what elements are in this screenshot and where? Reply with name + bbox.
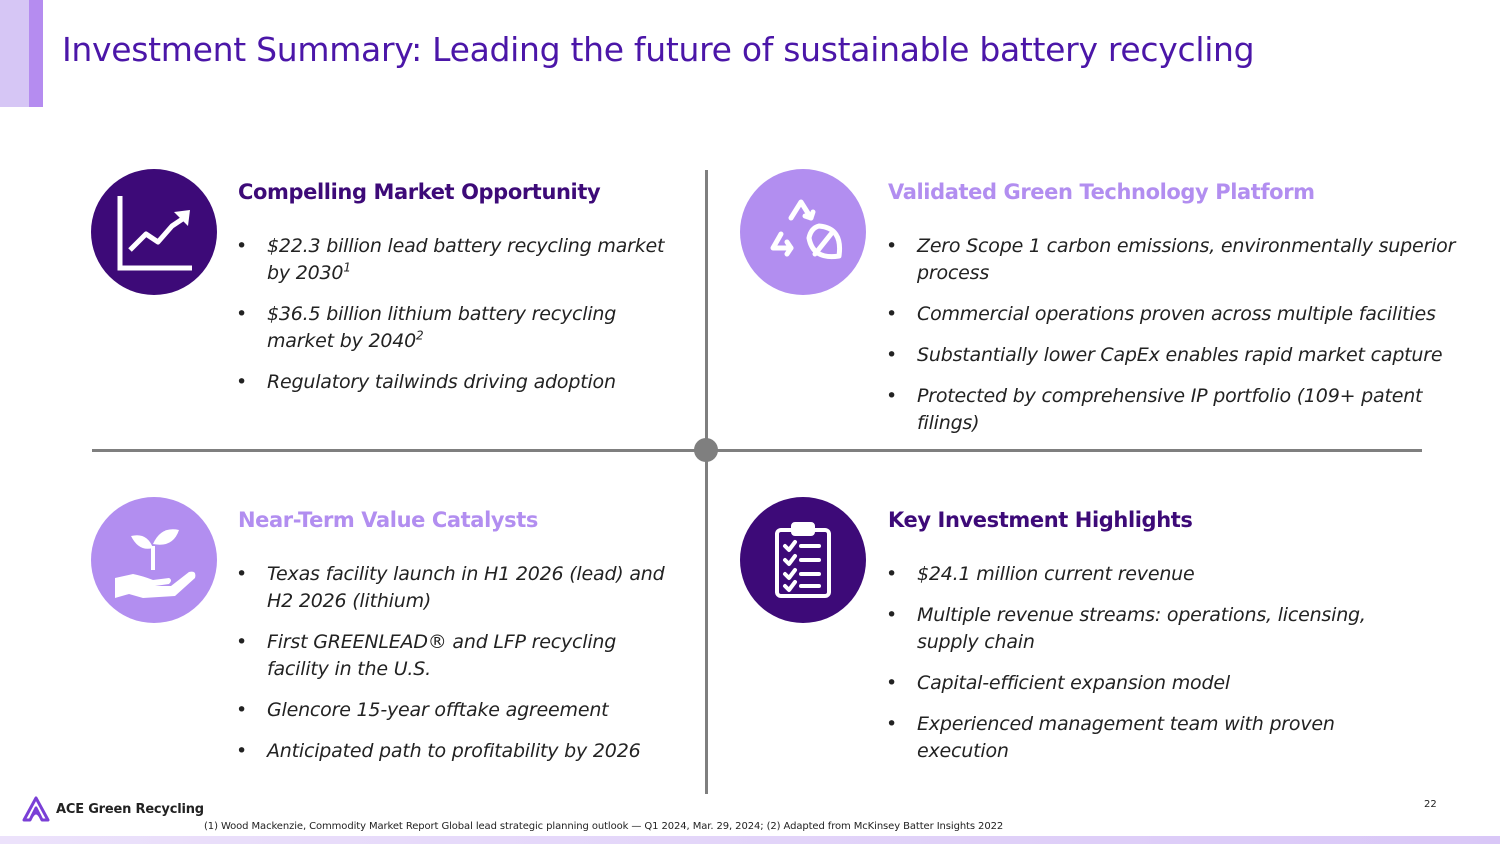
page-number: 22 [1424, 799, 1437, 810]
vertical-divider [705, 170, 708, 794]
company-logo: ACE Green Recycling [22, 796, 204, 822]
logo-icon [22, 796, 50, 822]
chart-up-icon [91, 169, 217, 295]
recycle-leaf-icon [740, 169, 866, 295]
list-item: Anticipated path to profitability by 202… [236, 738, 676, 765]
catalysts-bullets: Texas facility launch in H1 2026 (lead) … [236, 561, 676, 779]
bottom-accent-bar [0, 836, 1500, 844]
list-item: Multiple revenue streams: operations, li… [886, 602, 1376, 656]
catalysts-heading: Near-Term Value Catalysts [238, 508, 538, 532]
center-dot [694, 438, 718, 462]
slide-title: Investment Summary: Leading the future o… [62, 30, 1255, 69]
list-item: Glencore 15-year offtake agreement [236, 697, 676, 724]
logo-text: ACE Green Recycling [56, 801, 204, 817]
technology-bullets: Zero Scope 1 carbon emissions, environme… [886, 233, 1456, 451]
list-item: Zero Scope 1 carbon emissions, environme… [886, 233, 1456, 287]
list-item: Texas facility launch in H1 2026 (lead) … [236, 561, 676, 615]
footnote: (1) Wood Mackenzie, Commodity Market Rep… [204, 821, 1004, 832]
horizontal-divider [92, 449, 1422, 452]
list-item: $22.3 billion lead battery recycling mar… [236, 233, 676, 287]
list-item: First GREENLEAD® and LFP recycling facil… [236, 629, 676, 683]
list-item: Protected by comprehensive IP portfolio … [886, 383, 1456, 437]
title-accent-bar [0, 0, 43, 107]
highlights-heading: Key Investment Highlights [888, 508, 1193, 532]
list-item: $24.1 million current revenue [886, 561, 1376, 588]
highlights-bullets: $24.1 million current revenue Multiple r… [886, 561, 1376, 779]
hand-sprout-icon [91, 497, 217, 623]
list-item: Regulatory tailwinds driving adoption [236, 369, 676, 396]
market-bullets: $22.3 billion lead battery recycling mar… [236, 233, 676, 410]
technology-heading: Validated Green Technology Platform [888, 180, 1315, 204]
market-heading: Compelling Market Opportunity [238, 180, 601, 204]
clipboard-checklist-icon [740, 497, 866, 623]
list-item: Experienced management team with proven … [886, 711, 1376, 765]
list-item: Commercial operations proven across mult… [886, 301, 1456, 328]
list-item: $36.5 billion lithium battery recycling … [236, 301, 676, 355]
list-item: Substantially lower CapEx enables rapid … [886, 342, 1456, 369]
list-item: Capital-efficient expansion model [886, 670, 1376, 697]
